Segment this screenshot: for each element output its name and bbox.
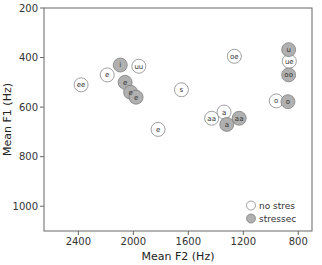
- y-tick: [40, 206, 44, 207]
- point: [205, 111, 219, 125]
- point: [220, 117, 234, 131]
- y-tick-label: 1000: [13, 201, 38, 212]
- y-tick-label: 200: [19, 3, 38, 14]
- y-tick-label: 600: [19, 102, 38, 113]
- x-tick-label: 2400: [66, 236, 91, 247]
- point-label: i: [119, 61, 121, 69]
- point: [132, 59, 146, 73]
- legend-label: stressec: [259, 214, 296, 224]
- point-label: ee: [77, 81, 86, 89]
- point: [74, 78, 88, 92]
- point-label: a: [225, 121, 229, 129]
- x-tick-label: 2000: [121, 236, 146, 247]
- point: [227, 49, 241, 63]
- chart-container: 2400 2000 1600 1200 800 200 400 600 800 1000 Mean …: [0, 0, 322, 265]
- y-tick: [40, 8, 44, 9]
- points: [74, 43, 296, 137]
- y-axis-label: Mean F1 (Hz): [1, 83, 14, 156]
- legend-swatch: [247, 201, 256, 210]
- point-label: o: [274, 97, 278, 105]
- point: [100, 68, 114, 82]
- point-label: ue: [285, 58, 294, 66]
- point-label: aa: [235, 115, 244, 123]
- point: [113, 58, 127, 72]
- point-label: uu: [134, 63, 143, 71]
- legend-label: no stres: [259, 201, 295, 211]
- chart: 2400 2000 1600 1200 800 200 400 600 800 1000 Mean …: [0, 0, 322, 265]
- point: [174, 83, 188, 97]
- y-tick-label: 400: [19, 52, 38, 63]
- point: [217, 105, 231, 119]
- x-tick: [243, 231, 244, 235]
- x-tick: [188, 231, 189, 235]
- y-tick-label: 800: [19, 151, 38, 162]
- point: [282, 43, 296, 57]
- point-label: oo: [284, 71, 293, 79]
- point: [151, 122, 165, 136]
- point-label: s: [180, 86, 184, 94]
- x-axis-label: Mean F2 (Hz): [142, 250, 215, 263]
- y-tick: [40, 156, 44, 157]
- x-tick-label: 800: [289, 236, 308, 247]
- point-label: e: [123, 79, 127, 87]
- x-tick: [78, 231, 79, 235]
- point: [232, 111, 246, 125]
- point: [282, 68, 296, 82]
- x-tick-label: 1600: [176, 236, 201, 247]
- point-label: oe: [230, 53, 239, 61]
- y-tick: [40, 57, 44, 58]
- point-label: e: [105, 71, 109, 79]
- legend-swatch: [247, 214, 256, 223]
- x-tick: [298, 231, 299, 235]
- point-label: a: [222, 109, 226, 117]
- point-labels: eeeuuesaaaoeueoieeeaaauooo: [77, 46, 294, 134]
- point-label: e: [128, 89, 132, 97]
- point: [281, 95, 295, 109]
- point-label: e: [156, 126, 160, 134]
- y-tick: [40, 107, 44, 108]
- x-tick: [133, 231, 134, 235]
- point-label: u: [286, 46, 290, 54]
- legend: no stres stressec: [247, 201, 297, 224]
- point-label: o: [286, 98, 290, 106]
- plot-frame: [44, 8, 312, 231]
- point-label: aa: [207, 115, 216, 123]
- x-tick-label: 1200: [231, 236, 256, 247]
- point-label: e: [134, 94, 138, 102]
